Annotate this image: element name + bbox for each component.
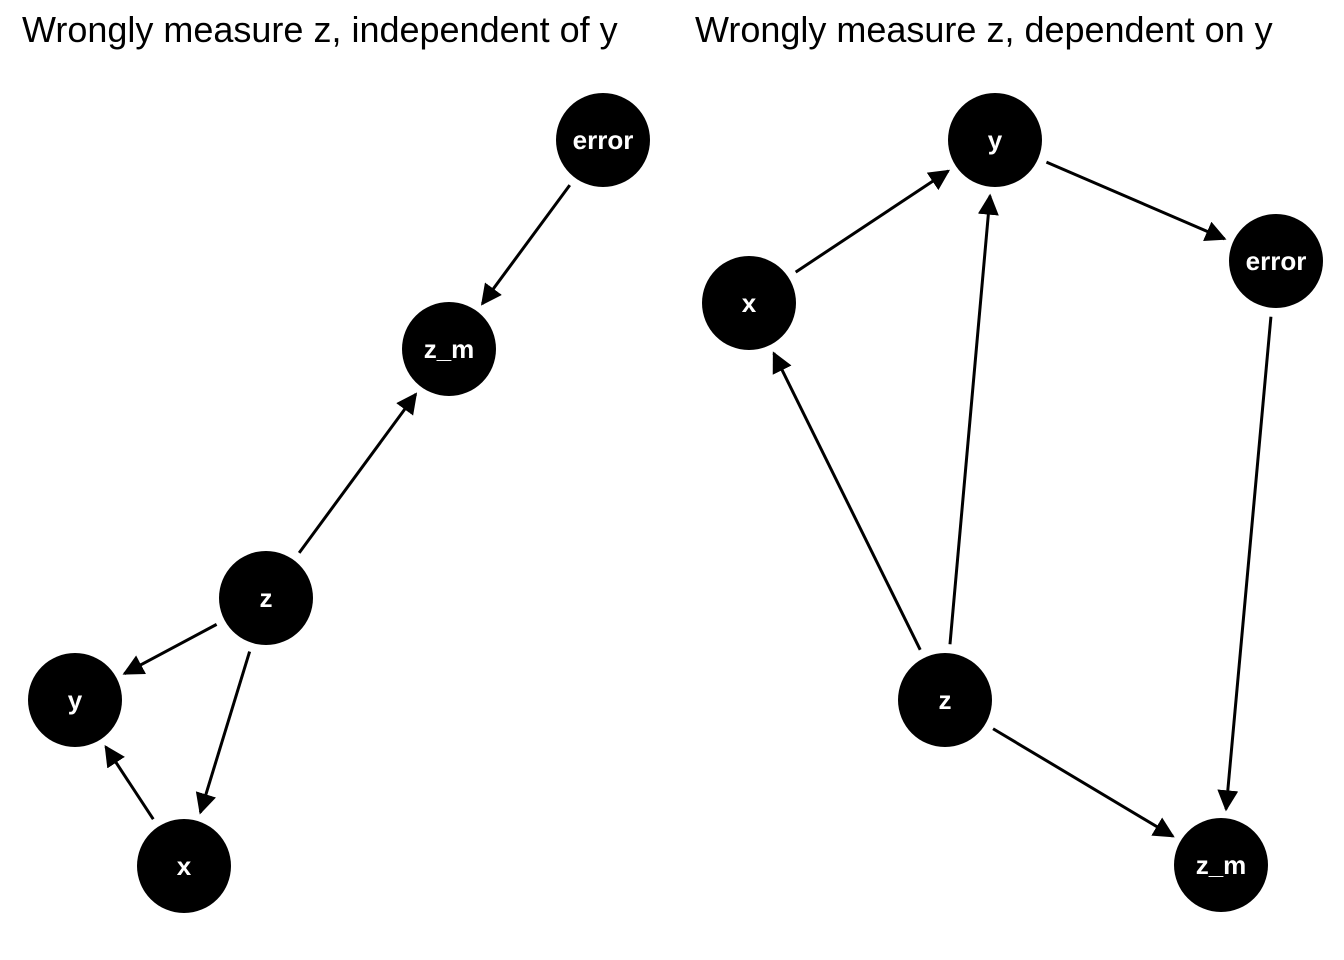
node-error: error bbox=[556, 93, 650, 187]
node-circle bbox=[702, 256, 796, 350]
edge-y-to-error bbox=[1045, 160, 1227, 242]
node-z_m: z_m bbox=[402, 302, 496, 396]
edge-z-to-y bbox=[948, 193, 999, 645]
node-label: z_m bbox=[424, 334, 475, 364]
node-circle bbox=[402, 302, 496, 396]
edge-x-to-y bbox=[794, 169, 951, 274]
node-label: x bbox=[177, 851, 192, 881]
node-label: y bbox=[68, 685, 83, 715]
node-circle bbox=[1174, 818, 1268, 912]
node-error: error bbox=[1229, 214, 1323, 308]
node-y: y bbox=[28, 653, 122, 747]
node-circle bbox=[948, 93, 1042, 187]
node-x: x bbox=[137, 819, 231, 913]
node-circle bbox=[219, 551, 313, 645]
node-label: x bbox=[742, 288, 757, 318]
edge-z-to-y bbox=[122, 623, 218, 675]
node-x: x bbox=[702, 256, 796, 350]
node-circle bbox=[1229, 214, 1323, 308]
node-label: z bbox=[260, 583, 273, 613]
node-circle bbox=[28, 653, 122, 747]
node-label: error bbox=[573, 125, 634, 155]
edge-z-to-z_m bbox=[297, 392, 418, 554]
panel-right-graph: y x error z z_m bbox=[702, 93, 1323, 912]
panel-title-left: Wrongly measure z, independent of y bbox=[22, 9, 618, 50]
edge-error-to-z_m bbox=[1217, 316, 1273, 812]
node-label: z_m bbox=[1196, 850, 1247, 880]
edge-z-to-x bbox=[772, 351, 922, 651]
node-label: z bbox=[939, 685, 952, 715]
node-z: z bbox=[219, 551, 313, 645]
edge-x-to-y bbox=[104, 745, 155, 821]
edge-error-to-z_m bbox=[480, 184, 571, 306]
node-z: z bbox=[898, 653, 992, 747]
node-y: y bbox=[948, 93, 1042, 187]
node-label: error bbox=[1246, 246, 1307, 276]
node-circle bbox=[137, 819, 231, 913]
node-label: y bbox=[988, 125, 1003, 155]
node-circle bbox=[556, 93, 650, 187]
node-circle bbox=[898, 653, 992, 747]
edge-z-to-x bbox=[195, 651, 252, 815]
node-z_m: z_m bbox=[1174, 818, 1268, 912]
panel-title-right: Wrongly measure z, dependent on y bbox=[695, 9, 1273, 50]
edge-z-to-z_m bbox=[992, 727, 1175, 838]
panel-left-graph: error z_mz y x bbox=[28, 93, 650, 913]
